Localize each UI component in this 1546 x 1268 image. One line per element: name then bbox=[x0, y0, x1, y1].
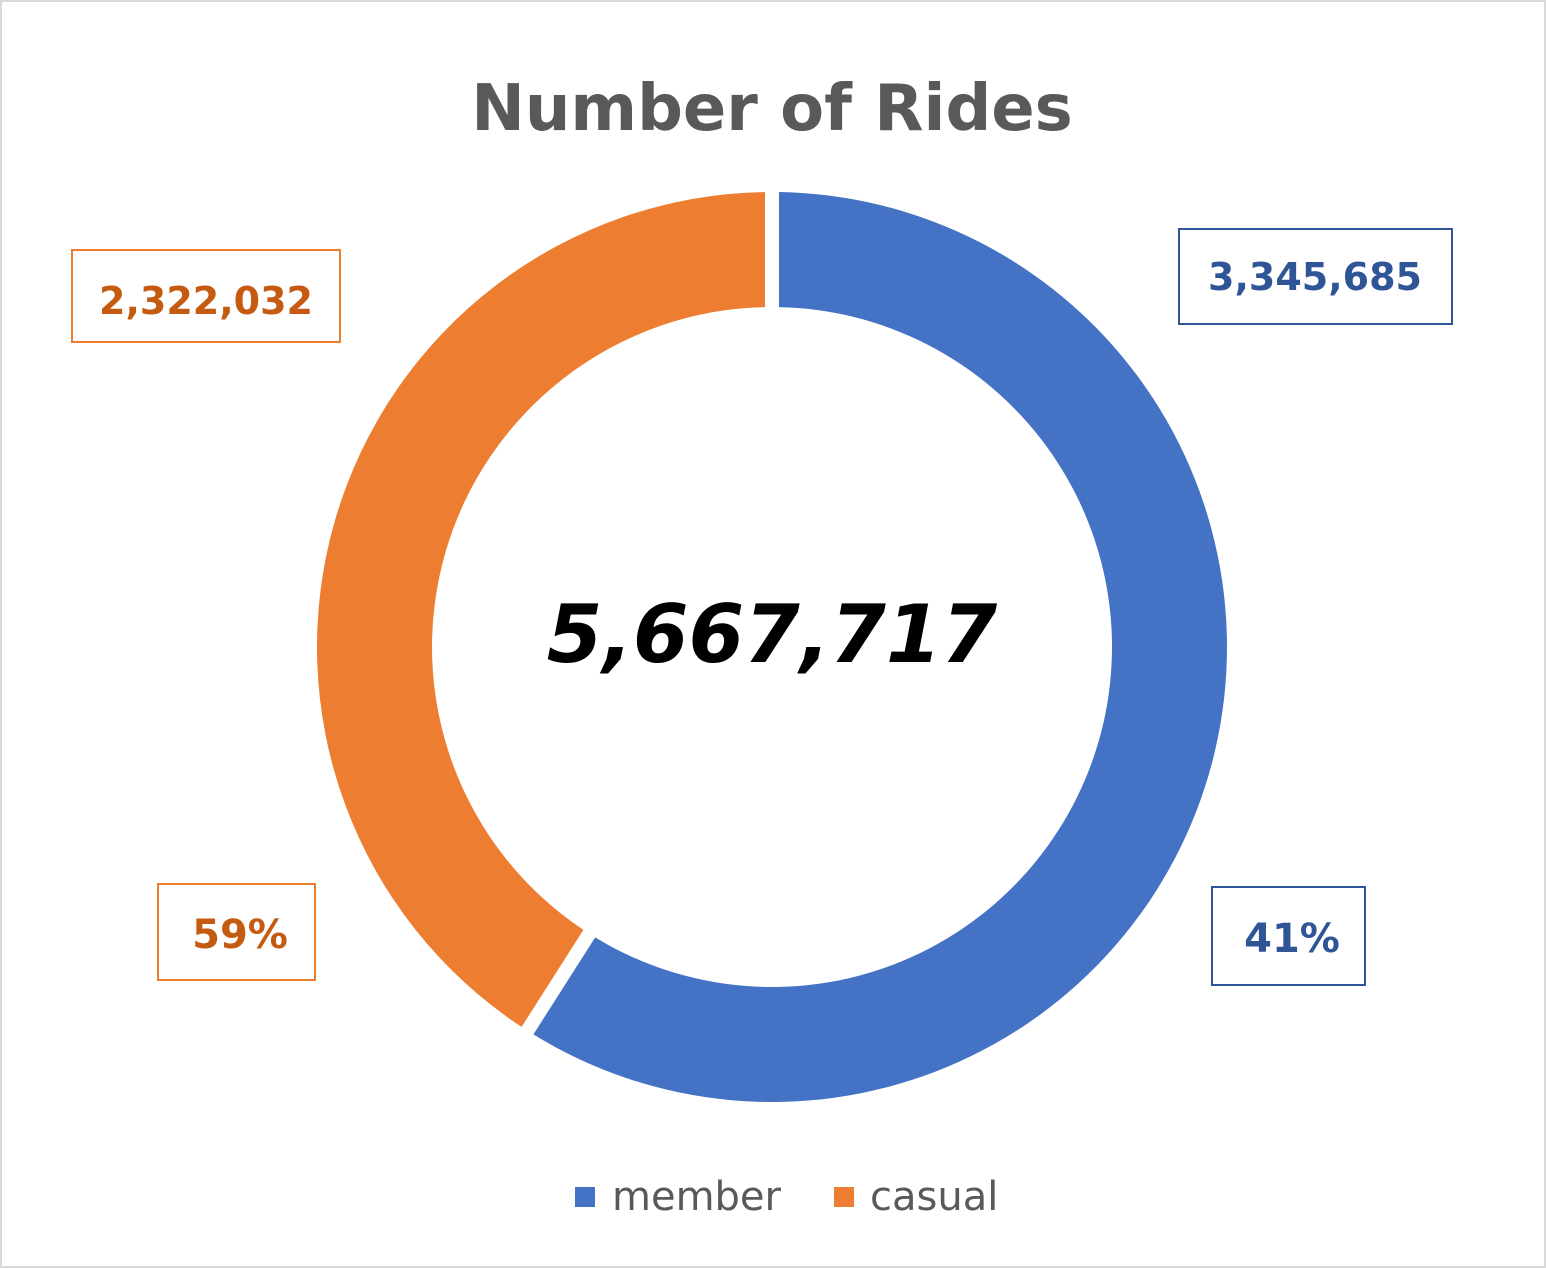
member-percent-label: 41% bbox=[1244, 916, 1340, 962]
casual-percent-label: 59% bbox=[192, 912, 288, 958]
member-value-box bbox=[1178, 228, 1453, 325]
casual-percent-callout: 59% bbox=[157, 883, 316, 981]
casual-value-label: 2,322,032 bbox=[99, 279, 313, 323]
doughnut-slices bbox=[317, 192, 1227, 1102]
legend-label-member: member bbox=[612, 1174, 782, 1220]
casual-value-callout: 2,322,032 bbox=[71, 249, 341, 343]
legend-swatch-member bbox=[575, 1187, 595, 1207]
casual-value-box bbox=[71, 249, 341, 343]
slice-casual bbox=[317, 192, 766, 1027]
member-value-callout: 3,345,685 bbox=[1178, 228, 1453, 325]
member-percent-box bbox=[1211, 886, 1366, 986]
member-percent-callout: 41% bbox=[1211, 886, 1366, 986]
casual-percent-box bbox=[157, 883, 316, 981]
slice-member bbox=[533, 192, 1227, 1102]
legend-label-casual: casual bbox=[870, 1174, 998, 1220]
chart-title: Number of Rides bbox=[471, 72, 1073, 146]
center-total-label: 5,667,717 bbox=[547, 588, 998, 681]
legend-swatch-casual bbox=[834, 1187, 854, 1207]
legend: member casual bbox=[575, 1174, 998, 1220]
member-value-label: 3,345,685 bbox=[1208, 255, 1422, 299]
